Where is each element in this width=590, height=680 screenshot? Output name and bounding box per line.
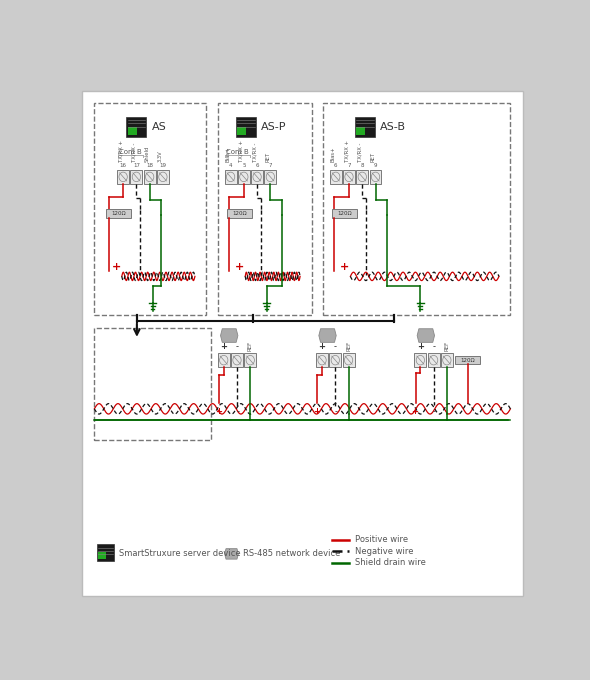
Text: Com B: Com B bbox=[227, 149, 249, 155]
Bar bbox=[428, 354, 440, 367]
Text: 6: 6 bbox=[334, 163, 337, 168]
Bar bbox=[231, 354, 243, 367]
Bar bbox=[237, 126, 247, 135]
Text: -: - bbox=[334, 342, 337, 351]
Bar bbox=[369, 170, 382, 184]
Bar bbox=[130, 170, 142, 184]
Text: 18: 18 bbox=[146, 163, 153, 168]
Text: TX/RX +: TX/RX + bbox=[118, 140, 123, 163]
Text: Bias+: Bias+ bbox=[331, 147, 336, 163]
Text: -: - bbox=[432, 342, 435, 351]
Text: +: + bbox=[112, 262, 121, 273]
Polygon shape bbox=[221, 328, 238, 342]
Text: RS-485 network device: RS-485 network device bbox=[243, 549, 340, 558]
Text: 19: 19 bbox=[159, 163, 166, 168]
Text: AS-P: AS-P bbox=[261, 122, 287, 132]
Text: 120Ω: 120Ω bbox=[337, 211, 352, 216]
Bar bbox=[356, 126, 365, 135]
Polygon shape bbox=[417, 328, 434, 342]
Text: 120Ω: 120Ω bbox=[232, 211, 247, 216]
Text: 16: 16 bbox=[120, 163, 127, 168]
Bar bbox=[343, 170, 355, 184]
Text: Bias+: Bias+ bbox=[225, 147, 231, 163]
Bar bbox=[117, 170, 129, 184]
Bar bbox=[225, 170, 237, 184]
Bar bbox=[98, 552, 106, 559]
Text: TX/RX -: TX/RX - bbox=[132, 143, 136, 163]
Text: 7: 7 bbox=[348, 163, 351, 168]
Text: -: - bbox=[433, 407, 436, 416]
Bar bbox=[414, 354, 427, 367]
Text: TX/RX +: TX/RX + bbox=[344, 140, 349, 163]
Text: 7: 7 bbox=[268, 163, 272, 168]
Bar bbox=[94, 103, 206, 315]
Text: REF: REF bbox=[346, 341, 351, 351]
Bar bbox=[332, 209, 358, 218]
Text: REF: REF bbox=[444, 341, 450, 351]
Bar bbox=[330, 170, 342, 184]
Text: Negative wire: Negative wire bbox=[355, 547, 414, 556]
Text: +: + bbox=[417, 342, 424, 351]
Bar bbox=[251, 170, 263, 184]
Text: RET: RET bbox=[371, 152, 376, 163]
Text: 120Ω: 120Ω bbox=[112, 211, 126, 216]
Text: -: - bbox=[237, 407, 240, 416]
Bar bbox=[316, 354, 328, 367]
Text: +: + bbox=[340, 262, 349, 273]
Bar bbox=[329, 354, 341, 367]
Text: -: - bbox=[335, 407, 337, 416]
Text: AS: AS bbox=[152, 122, 166, 132]
Bar bbox=[227, 209, 252, 218]
Text: +: + bbox=[220, 342, 227, 351]
Bar bbox=[126, 117, 146, 137]
Bar bbox=[127, 126, 137, 135]
Text: REF: REF bbox=[248, 341, 253, 351]
Bar bbox=[356, 170, 368, 184]
Text: 9: 9 bbox=[374, 163, 377, 168]
Text: 3.3V: 3.3V bbox=[158, 150, 163, 163]
Bar bbox=[355, 117, 375, 137]
Text: Shield drain wire: Shield drain wire bbox=[355, 558, 426, 567]
Polygon shape bbox=[319, 328, 336, 342]
Text: TX/RX +: TX/RX + bbox=[239, 140, 244, 163]
Bar bbox=[441, 354, 453, 367]
Text: +: + bbox=[319, 342, 326, 351]
Bar bbox=[97, 544, 114, 561]
Text: +: + bbox=[235, 262, 244, 273]
Text: SmartStruxure server device: SmartStruxure server device bbox=[119, 549, 240, 558]
Text: 120Ω: 120Ω bbox=[460, 358, 475, 362]
Bar bbox=[244, 354, 256, 367]
Text: Positive wire: Positive wire bbox=[355, 535, 408, 544]
Text: 17: 17 bbox=[133, 163, 140, 168]
Text: 8: 8 bbox=[360, 163, 364, 168]
Bar bbox=[144, 170, 156, 184]
Text: 6: 6 bbox=[255, 163, 259, 168]
Text: -: - bbox=[235, 342, 238, 351]
Text: 4: 4 bbox=[229, 163, 232, 168]
Bar bbox=[236, 117, 256, 137]
Bar bbox=[343, 354, 355, 367]
Text: Com B: Com B bbox=[119, 149, 142, 155]
Bar bbox=[323, 103, 510, 315]
Text: TX/RX -: TX/RX - bbox=[358, 143, 362, 163]
Bar bbox=[455, 356, 480, 364]
Polygon shape bbox=[225, 549, 238, 559]
Text: AS-B: AS-B bbox=[380, 122, 406, 132]
Bar bbox=[157, 170, 169, 184]
Text: RET: RET bbox=[266, 152, 270, 163]
Bar bbox=[218, 354, 230, 367]
Bar bbox=[94, 328, 211, 440]
Bar bbox=[238, 170, 250, 184]
Bar bbox=[218, 103, 312, 315]
Text: +: + bbox=[411, 407, 418, 416]
Text: TX/RX -: TX/RX - bbox=[252, 143, 257, 163]
Text: +: + bbox=[215, 407, 222, 416]
Text: Shield: Shield bbox=[145, 146, 150, 163]
Bar bbox=[264, 170, 276, 184]
Bar bbox=[106, 209, 132, 218]
Text: +: + bbox=[313, 407, 320, 416]
Text: 5: 5 bbox=[242, 163, 245, 168]
